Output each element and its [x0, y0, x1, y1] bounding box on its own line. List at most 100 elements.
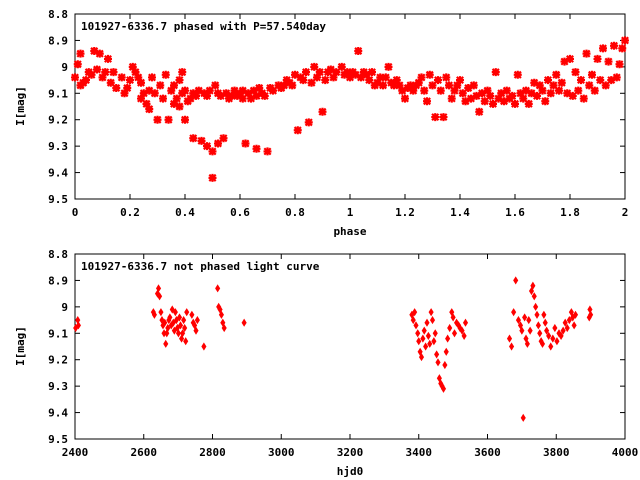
data-point — [530, 281, 536, 290]
x-tick-label: 0.6 — [230, 206, 250, 219]
data-point — [425, 70, 434, 79]
data-point — [417, 73, 426, 82]
phased-plot-frame — [74, 13, 626, 200]
unphased-x-axis-label: hjd0 — [337, 465, 364, 478]
data-point — [186, 94, 195, 103]
data-point — [577, 76, 585, 85]
data-point — [489, 99, 497, 108]
data-point — [428, 308, 434, 317]
data-point — [534, 310, 540, 319]
data-point — [424, 318, 430, 327]
data-point — [75, 321, 81, 330]
data-point — [560, 57, 569, 66]
x-tick-label: 1.8 — [560, 206, 580, 219]
data-point — [610, 41, 618, 50]
data-point — [158, 308, 164, 317]
data-point — [215, 284, 221, 293]
data-point — [126, 76, 134, 85]
data-point — [82, 76, 90, 85]
data-point — [401, 94, 409, 103]
data-point — [450, 313, 456, 322]
data-point — [145, 105, 154, 114]
y-tick-label: 9.3 — [48, 380, 68, 393]
data-point — [513, 276, 519, 285]
data-point — [522, 86, 530, 95]
data-point — [459, 326, 465, 335]
data-point — [601, 81, 610, 90]
x-tick-label: 3400 — [406, 446, 433, 459]
data-point — [429, 316, 436, 325]
data-point — [219, 134, 228, 143]
data-point — [238, 86, 247, 95]
data-point — [420, 334, 426, 343]
data-point — [497, 89, 506, 98]
data-point — [486, 91, 495, 100]
data-point — [549, 81, 558, 90]
data-point — [307, 78, 316, 87]
data-point — [462, 318, 469, 327]
data-point — [469, 81, 478, 90]
data-point — [552, 323, 558, 333]
data-point — [357, 73, 365, 82]
data-point — [181, 115, 189, 124]
data-point — [560, 326, 566, 335]
data-point — [106, 78, 115, 87]
data-point — [252, 91, 261, 100]
data-point — [244, 89, 253, 98]
data-point — [398, 86, 407, 95]
data-point — [554, 337, 560, 346]
y-tick-label: 9.3 — [48, 140, 68, 153]
data-point — [544, 76, 552, 85]
data-point — [183, 337, 189, 346]
data-point — [167, 86, 176, 95]
data-point — [208, 173, 217, 182]
data-point — [120, 89, 129, 98]
x-tick-label: 1.4 — [450, 206, 470, 219]
y-tick-label: 9.5 — [48, 433, 68, 446]
unphased-chart-title: 101927-6336.7 not phased light curve — [81, 260, 320, 273]
data-point — [585, 81, 594, 90]
data-point — [73, 60, 82, 69]
data-point — [530, 78, 539, 87]
data-point — [101, 68, 110, 77]
data-point — [410, 316, 416, 325]
data-point — [211, 81, 220, 90]
data-point — [612, 73, 621, 82]
phased-points — [71, 36, 629, 182]
data-point — [445, 334, 451, 343]
data-point — [483, 86, 492, 95]
data-point — [475, 107, 484, 116]
data-point — [533, 91, 541, 100]
data-point — [596, 76, 605, 85]
data-point — [568, 91, 577, 100]
data-point — [527, 326, 533, 335]
data-point — [293, 126, 302, 135]
data-point — [93, 65, 101, 74]
data-point — [182, 323, 188, 333]
data-point — [491, 68, 500, 77]
data-point — [137, 78, 145, 87]
data-point — [599, 44, 607, 53]
data-point — [535, 81, 544, 90]
data-point — [464, 84, 473, 92]
data-point — [176, 313, 183, 322]
data-point — [550, 334, 556, 343]
x-tick-label: 0.4 — [175, 206, 195, 219]
data-point — [541, 310, 547, 319]
y-tick-label: 9 — [61, 61, 68, 74]
data-point — [260, 91, 269, 100]
data-point — [509, 342, 515, 351]
data-point — [153, 115, 162, 124]
data-point — [511, 99, 519, 108]
data-point — [249, 86, 258, 95]
data-point — [170, 318, 176, 327]
data-point — [252, 144, 261, 153]
phased-chart-title: 101927-6336.7 phased with P=57.540day — [81, 20, 326, 33]
x-tick-label: 3000 — [268, 446, 295, 459]
data-point — [315, 68, 324, 77]
x-tick-label: 3200 — [337, 446, 364, 459]
data-point — [515, 316, 521, 325]
data-point — [432, 329, 438, 338]
data-point — [167, 313, 173, 322]
data-point — [461, 97, 470, 106]
